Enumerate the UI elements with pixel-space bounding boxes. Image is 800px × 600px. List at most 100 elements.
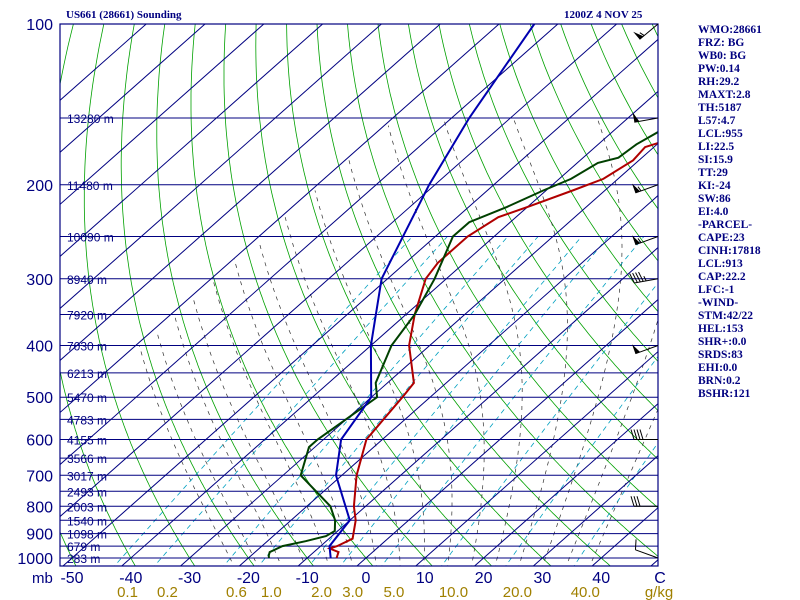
mixing-ratio-label: 3.0 [342,584,363,600]
barb-shaft [635,549,659,559]
pressure-axis-label: mb [32,570,53,587]
dry-adiabat [438,24,658,412]
index-line: -WIND- [698,297,739,309]
sounding-time: 1200Z 4 NOV 25 [564,9,643,21]
dry-adiabat [60,24,136,566]
pressure-tick-label: 400 [26,339,53,356]
pressure-tick-label: 1000 [17,551,53,568]
barb-flag [639,429,644,440]
pressure-tick-label: 100 [26,17,53,34]
background-lines [60,24,658,566]
plot-border [59,23,659,567]
dry-adiabat [529,24,658,262]
index-line: SW:86 [698,193,731,205]
index-line: BRN:0.2 [698,375,741,387]
mixing-ratio-line [308,236,582,566]
dry-adiabat [347,24,658,557]
isotherm [121,90,658,566]
index-line: LI:22.5 [698,141,735,153]
pressure-tick-label: 300 [26,272,53,289]
moist-adiabat [348,160,453,566]
isotherm [297,246,658,566]
temperature-tick-label: 30 [534,570,552,587]
barb-half-flag [639,32,645,36]
height-label: 7920 m [67,309,107,323]
height-label: 4155 m [67,434,107,448]
moist-adiabat [314,190,425,566]
barb-pennant [632,344,641,354]
barb-flag [633,496,638,507]
pressure-tick-label: 900 [26,527,53,544]
isotherm [60,24,618,518]
index-line: SHR+:0.0 [698,336,747,348]
moist-adiabat [284,217,401,566]
index-line: CAP:22.2 [698,271,746,283]
barb-pennant [632,112,640,123]
barb-shaft [635,236,659,246]
pressure-tick-label: 200 [26,178,53,195]
dry-adiabat [286,24,552,566]
barb-shaft [635,345,659,355]
height-label: 3566 m [67,452,107,466]
temperature-trace [326,142,658,559]
indices-panel: WMO:28661 FRZ: BG WB0: BG PW:0.14 RH:29.2 MAX… [698,24,798,401]
dry-adiabat [407,24,658,460]
wind-barbs [629,23,659,559]
barb-half-flag [637,186,642,192]
index-line: EI:4.0 [698,206,729,218]
barb-pennant [633,31,644,40]
wetbulb-trace [328,24,536,559]
index-line: SI:15.9 [698,154,733,166]
isotherm [60,24,206,154]
index-line: LCL:955 [698,128,743,140]
index-line: SRDS:83 [698,349,743,361]
index-line: -PARCEL- [698,219,753,231]
wind-barb [630,496,658,507]
index-line: CINH:17818 [698,245,761,257]
wind-barb [632,235,659,246]
wind-barb [630,429,658,441]
dry-adiabat [190,24,374,566]
sounding-traces [267,24,658,559]
barb-flag [630,429,635,440]
wind-barb [634,539,659,559]
barb-flag [633,429,638,440]
mixing-ratio-label: 1.0 [261,584,282,600]
mixing-ratio-label: 2.0 [311,584,332,600]
wind-barb [629,271,659,284]
temperature-tick-label: -10 [296,570,319,587]
barb-pennant [632,235,641,245]
barb-flag [632,272,638,283]
mixing-ratio-label: 40.0 [571,584,600,600]
moist-adiabat [512,117,568,566]
temperature-tick-label: -50 [60,570,83,587]
mixing-ratio-label: 20.0 [503,584,532,600]
index-line: FRZ: BG [698,37,745,49]
isotherm [415,350,658,566]
mixing-ratio-line [381,236,645,566]
barb-flag [635,272,641,283]
barb-shaft [634,117,659,123]
barb-flag [636,496,641,507]
height-label: 1098 m [67,528,107,542]
mixing-ratio-unit-label: g/kg [645,584,673,600]
height-label: 2003 m [67,500,107,514]
isotherm [60,24,441,362]
moist-adiabat [174,314,282,566]
barb-flag [630,496,635,507]
mixing-ratio-label: 0.2 [157,584,178,600]
temperature-tick-label: 0 [362,570,371,587]
index-line: CAPE:23 [698,232,745,244]
temperature-unit-label: C [654,570,666,587]
isotherm [60,24,559,466]
index-line: TH:5187 [698,102,742,114]
index-line: STM:42/22 [698,310,753,322]
height-label: 4783 m [67,413,107,427]
dry-adiabat [83,24,196,566]
height-label: 7030 m [67,340,107,354]
height-label: 283 m [67,552,100,566]
mixing-ratio-label: 5.0 [383,584,404,600]
temperature-tick-label: 20 [475,570,493,587]
dry-adiabat [499,24,658,313]
